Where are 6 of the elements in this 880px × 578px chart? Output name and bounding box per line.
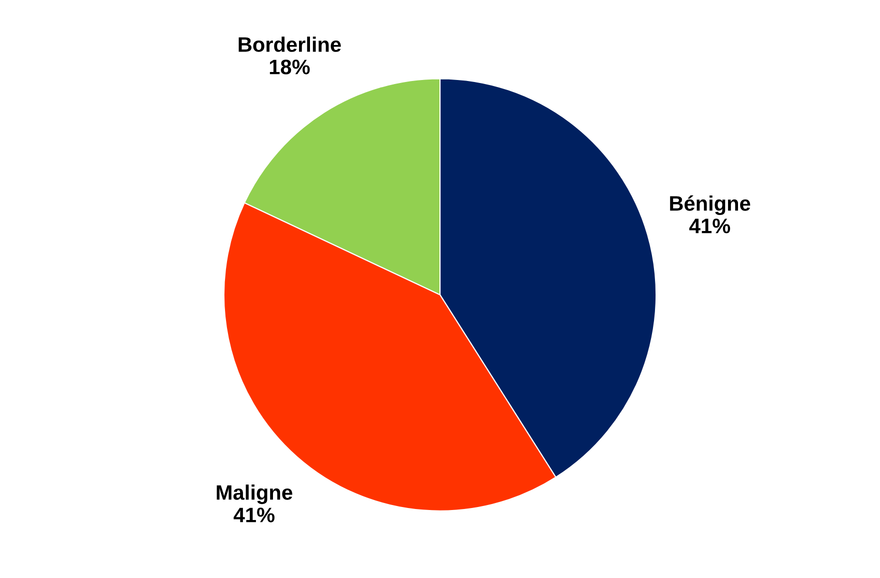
data-label: 41% xyxy=(689,218,730,234)
slice-label: Maligne xyxy=(216,484,292,504)
data-label: 41% xyxy=(234,508,274,522)
data-label: 18% xyxy=(270,60,310,74)
slice-label: Borderline xyxy=(238,36,341,52)
slice-label: Bénigne xyxy=(670,195,750,216)
